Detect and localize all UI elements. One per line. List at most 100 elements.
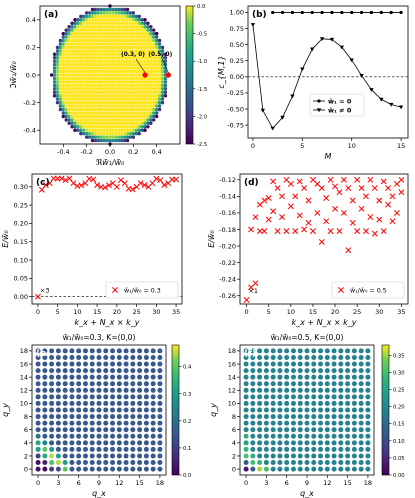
heatmap-cell — [111, 11, 115, 15]
heatmap-cell — [297, 407, 303, 413]
highlight-arrow — [162, 58, 169, 73]
heatmap-cell — [82, 121, 86, 126]
heatmap-cell — [338, 427, 344, 433]
heatmap-cell — [150, 414, 156, 420]
heatmap-cell — [76, 107, 80, 112]
heatmap-cell — [123, 400, 129, 406]
y-tick-label: 10 — [228, 400, 236, 408]
y-tick-label: 1.00 — [230, 9, 244, 17]
heatmap-cell — [140, 31, 144, 36]
x-marker — [354, 176, 361, 183]
heatmap-cell — [90, 59, 95, 63]
heatmap-cell — [157, 83, 162, 88]
heatmap-cell — [152, 62, 156, 67]
heatmap-cell — [102, 73, 106, 77]
x-tick-label: 0.4 — [151, 148, 161, 156]
heatmap-cell — [70, 35, 74, 39]
heatmap-cell — [304, 453, 310, 459]
heatmap-cell — [131, 28, 136, 32]
heatmap-cell — [103, 466, 109, 472]
heatmap-cell — [125, 131, 130, 136]
heatmap-cell — [270, 387, 276, 393]
heatmap-cell — [149, 73, 153, 77]
heatmap-cell — [99, 14, 103, 19]
heatmap-cell — [90, 42, 95, 46]
heatmap-cell — [122, 121, 127, 126]
heatmap-cell — [122, 42, 127, 46]
heatmap-cell — [84, 93, 89, 98]
heatmap-cell — [119, 24, 124, 29]
heatmap-cell — [137, 400, 143, 406]
heatmap-cell — [119, 7, 124, 12]
heatmap-cell — [143, 374, 149, 380]
heatmap-cell — [160, 97, 165, 101]
heatmap-cell — [93, 31, 98, 36]
heatmap-cell — [114, 52, 118, 57]
heatmap-cell — [90, 131, 95, 136]
heatmap-cell — [93, 131, 98, 136]
panel-e: 0 3 6 9 12 15 18024681012141618q_xq_y(e)w̃₁/w̃… — [1, 333, 192, 498]
heatmap-cell — [324, 368, 330, 374]
heatmap-cell — [90, 118, 95, 122]
heatmap-cell — [114, 83, 118, 88]
heatmap-cell — [105, 42, 109, 46]
x-marker — [279, 193, 285, 200]
heatmap-cell — [93, 128, 98, 132]
heatmap-cell — [290, 460, 296, 466]
heatmap-cell — [96, 427, 102, 433]
heatmap-cell — [102, 121, 106, 126]
heatmap-cell — [351, 374, 357, 380]
heatmap-cell — [103, 446, 109, 452]
heatmap-cell — [82, 87, 86, 91]
heatmap-cell — [93, 90, 98, 94]
heatmap-cell — [128, 83, 133, 88]
heatmap-cell — [70, 83, 74, 88]
heatmap-cell — [117, 80, 121, 84]
heatmap-cell — [93, 21, 98, 25]
heatmap-cell — [318, 394, 324, 400]
heatmap-cell — [297, 361, 303, 367]
heatmap-cell — [119, 93, 124, 98]
x-tick-label: 35 — [397, 308, 405, 316]
axes-frame — [247, 5, 409, 139]
heatmap-cell — [93, 14, 98, 19]
y-tick-label: 12 — [228, 387, 236, 395]
heatmap-cell — [76, 83, 80, 88]
heatmap-cell — [140, 69, 144, 74]
heatmap-cell — [117, 56, 121, 60]
heatmap-cell — [90, 121, 95, 126]
y-tick-label: 6 — [24, 426, 28, 434]
heatmap-cell — [96, 420, 102, 426]
heatmap-cell — [96, 28, 101, 32]
heatmap-cell — [58, 62, 63, 67]
heatmap-cell — [64, 76, 68, 81]
heatmap-cell — [108, 135, 112, 139]
heatmap-cell — [79, 45, 83, 50]
heatmap-cell — [290, 440, 296, 446]
x-tick-label: 30 — [152, 308, 160, 316]
heatmap-cell — [110, 427, 116, 433]
heatmap-cell — [117, 83, 121, 88]
heatmap-cell — [105, 45, 109, 50]
heatmap-cell — [69, 420, 75, 426]
heatmap-cell — [96, 387, 102, 393]
heatmap-cell — [70, 21, 74, 25]
heatmap-cell — [290, 354, 296, 360]
heatmap-cell — [84, 38, 89, 43]
heatmap-cell — [82, 59, 86, 63]
y-axis-label: ℑw̃₁/w̃₀ — [9, 60, 18, 89]
heatmap-cell — [119, 35, 124, 39]
heatmap-cell — [99, 24, 103, 29]
heatmap-cell — [79, 80, 83, 84]
x-marker — [340, 176, 347, 183]
heatmap-cell — [84, 11, 89, 15]
heatmap-cell — [89, 420, 95, 426]
heatmap-cell — [290, 381, 296, 387]
heatmap-cell — [110, 446, 116, 452]
heatmap-cell — [284, 466, 290, 472]
heatmap-cell — [351, 361, 357, 367]
heatmap-cell — [64, 31, 68, 36]
heatmap-cell — [99, 76, 103, 81]
x-tick-label: 15 — [93, 308, 101, 316]
heatmap-cell — [338, 354, 344, 360]
